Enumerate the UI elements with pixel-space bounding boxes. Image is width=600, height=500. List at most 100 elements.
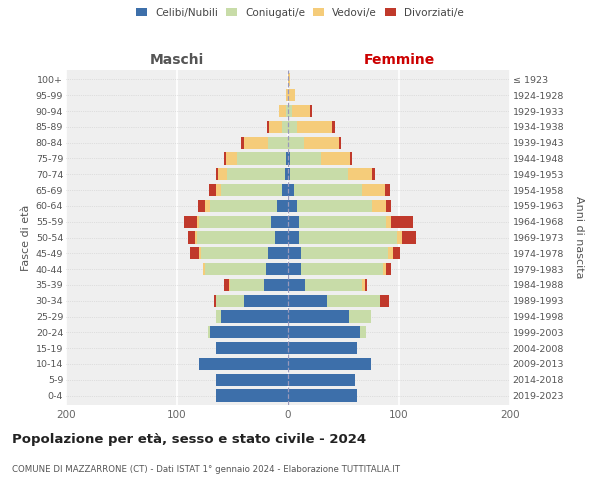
Bar: [365, 278, 367, 291]
Bar: [288, 263, 301, 276]
Bar: [339, 136, 341, 149]
Bar: [205, 200, 211, 212]
Bar: [293, 184, 362, 196]
Bar: [386, 216, 391, 228]
Bar: [195, 232, 197, 243]
Text: COMUNE DI MAZZARRONE (CT) - Dati ISTAT 1° gennaio 2024 - Elaborazione TUTTITALIA: COMUNE DI MAZZARRONE (CT) - Dati ISTAT 1…: [12, 466, 400, 474]
Bar: [288, 358, 371, 370]
Bar: [227, 168, 284, 180]
Bar: [288, 136, 304, 149]
Bar: [283, 184, 288, 196]
Bar: [288, 232, 299, 243]
Bar: [288, 152, 290, 164]
Bar: [197, 216, 199, 228]
Bar: [388, 247, 394, 260]
Bar: [267, 120, 269, 133]
Bar: [216, 184, 221, 196]
Bar: [208, 326, 211, 338]
Bar: [386, 263, 391, 276]
Bar: [288, 74, 290, 86]
Bar: [224, 278, 229, 291]
Bar: [288, 278, 305, 291]
Y-axis label: Fasce di età: Fasce di età: [22, 204, 31, 270]
Bar: [332, 120, 335, 133]
Bar: [286, 152, 288, 164]
Bar: [244, 294, 288, 307]
Bar: [301, 263, 383, 276]
Bar: [266, 263, 288, 276]
Bar: [373, 200, 386, 212]
Bar: [277, 200, 288, 212]
Bar: [199, 216, 271, 228]
Bar: [394, 247, 400, 260]
Bar: [288, 310, 349, 322]
Bar: [216, 374, 288, 386]
Bar: [299, 216, 386, 228]
Bar: [199, 247, 202, 260]
Bar: [268, 136, 288, 149]
Bar: [216, 390, 288, 402]
Bar: [269, 120, 283, 133]
Bar: [284, 168, 288, 180]
Bar: [218, 168, 227, 180]
Bar: [350, 152, 352, 164]
Bar: [286, 89, 288, 102]
Bar: [288, 342, 357, 354]
Bar: [299, 232, 397, 243]
Bar: [188, 232, 195, 243]
Bar: [244, 136, 268, 149]
Text: Femmine: Femmine: [364, 53, 434, 67]
Bar: [362, 278, 365, 291]
Bar: [288, 200, 297, 212]
Bar: [304, 136, 339, 149]
Bar: [391, 216, 413, 228]
Bar: [184, 216, 197, 228]
Bar: [279, 105, 286, 117]
Bar: [348, 168, 373, 180]
Bar: [305, 278, 362, 291]
Bar: [380, 294, 389, 307]
Bar: [221, 310, 288, 322]
Bar: [286, 105, 288, 117]
Bar: [214, 294, 216, 307]
Bar: [288, 105, 292, 117]
Bar: [190, 247, 199, 260]
Bar: [288, 216, 299, 228]
Bar: [292, 105, 310, 117]
Bar: [322, 152, 350, 164]
Bar: [397, 232, 403, 243]
Text: Maschi: Maschi: [150, 53, 204, 67]
Bar: [229, 278, 230, 291]
Bar: [209, 184, 216, 196]
Bar: [216, 168, 218, 180]
Bar: [203, 263, 205, 276]
Y-axis label: Anni di nascita: Anni di nascita: [574, 196, 584, 279]
Bar: [216, 294, 244, 307]
Bar: [373, 168, 374, 180]
Bar: [221, 184, 283, 196]
Bar: [216, 342, 288, 354]
Bar: [216, 310, 221, 322]
Bar: [360, 326, 366, 338]
Bar: [297, 120, 332, 133]
Bar: [386, 200, 391, 212]
Bar: [199, 358, 288, 370]
Bar: [288, 390, 357, 402]
Bar: [403, 232, 416, 243]
Bar: [301, 247, 388, 260]
Bar: [288, 89, 295, 102]
Bar: [230, 278, 263, 291]
Bar: [327, 294, 380, 307]
Bar: [205, 263, 266, 276]
Bar: [385, 184, 390, 196]
Bar: [210, 200, 277, 212]
Bar: [288, 294, 327, 307]
Legend: Celibi/Nubili, Coniugati/e, Vedovi/e, Divorziati/e: Celibi/Nubili, Coniugati/e, Vedovi/e, Di…: [136, 8, 464, 18]
Bar: [224, 152, 226, 164]
Text: Popolazione per età, sesso e stato civile - 2024: Popolazione per età, sesso e stato civil…: [12, 432, 366, 446]
Bar: [271, 216, 288, 228]
Bar: [290, 152, 322, 164]
Bar: [237, 152, 286, 164]
Bar: [197, 232, 275, 243]
Bar: [362, 184, 385, 196]
